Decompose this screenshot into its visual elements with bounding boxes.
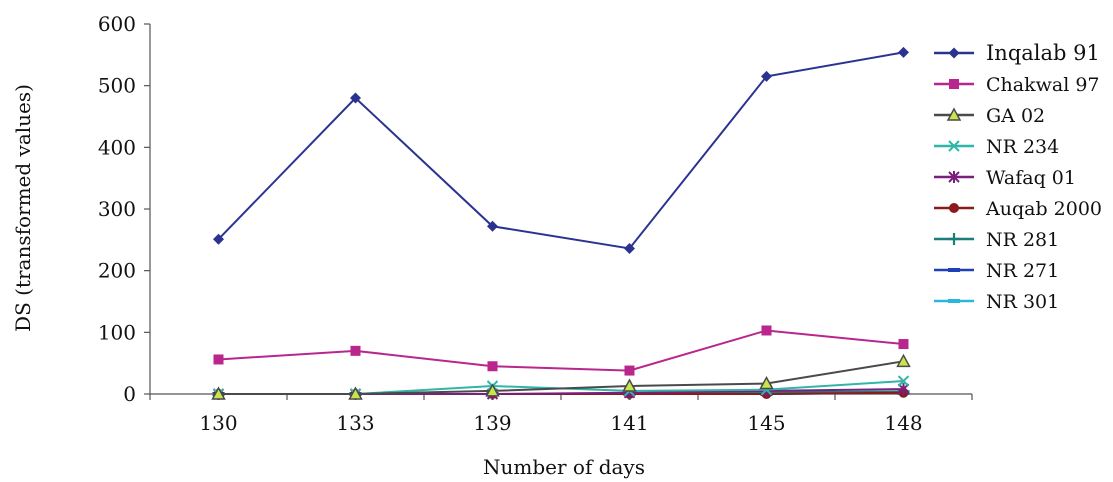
data-point (897, 375, 910, 387)
legend-item: NR 301 (934, 291, 1059, 313)
data-point (485, 383, 500, 397)
data-point (896, 353, 911, 368)
y-tick-label: 600 (98, 12, 136, 36)
series-ga-02 (211, 353, 911, 400)
legend-item: Chakwal 97 (934, 74, 1100, 96)
x-tick-label: 148 (884, 411, 922, 435)
legend-label: Wafaq 01 (986, 167, 1076, 189)
data-point (213, 233, 224, 245)
y-tick-label: 200 (98, 259, 136, 283)
data-point (624, 242, 635, 254)
legend-label: NR 271 (986, 260, 1059, 282)
legend-label: Inqalab 91 (986, 41, 1100, 65)
x-tick-label: 130 (199, 411, 237, 435)
data-point (624, 365, 635, 376)
x-axis-title: Number of days (483, 455, 645, 479)
legend-swatch-marker (948, 268, 960, 272)
series-line (218, 360, 904, 395)
series-line (217, 51, 904, 250)
legend-item: Wafaq 01 (934, 167, 1076, 189)
x-tick-label: 139 (473, 411, 511, 435)
data-point (350, 345, 361, 356)
y-tick-label: 400 (98, 135, 136, 159)
data-point (759, 375, 774, 390)
x-tick-label: 145 (747, 411, 785, 435)
y-ticks: 0 100 200 300 400 500 600 (98, 12, 150, 406)
series-layer (211, 46, 911, 400)
legend-label: NR 281 (986, 229, 1059, 251)
y-axis-title: DS (transformed values) (11, 84, 35, 332)
x-ticks: 130 133 139 141 145 148 (149, 394, 973, 435)
legend-label: NR 234 (986, 136, 1059, 158)
data-point (348, 386, 363, 400)
legend-label: Auqab 2000 (985, 198, 1102, 220)
y-tick-label: 500 (98, 74, 136, 98)
legend-swatch-marker (948, 140, 960, 152)
legend-label: NR 301 (986, 291, 1059, 313)
legend-swatch-marker (948, 47, 960, 59)
legend-swatch-marker (948, 233, 960, 245)
y-tick-label: 100 (98, 320, 136, 344)
data-point (761, 70, 772, 82)
legend-item: NR 281 (934, 229, 1059, 251)
legend-swatch-marker (949, 79, 959, 89)
legend-item: GA 02 (934, 105, 1045, 127)
y-tick-label: 0 (123, 382, 136, 406)
legend-swatch-marker (948, 171, 960, 183)
data-point (487, 361, 498, 372)
legend-label: Chakwal 97 (986, 74, 1100, 96)
data-point (211, 386, 226, 400)
data-point (622, 378, 637, 392)
series-line (218, 329, 904, 372)
x-tick-label: 133 (336, 411, 374, 435)
legend-item: Auqab 2000 (934, 198, 1102, 220)
data-point (898, 339, 909, 350)
data-point (487, 220, 498, 232)
data-point (898, 46, 909, 58)
legend-swatch-marker (948, 299, 960, 303)
legend-swatch-marker (946, 107, 962, 121)
data-point (761, 325, 772, 336)
legend-label: GA 02 (986, 105, 1045, 127)
legend-item: NR 271 (934, 260, 1059, 282)
series-inqalab-91 (213, 46, 909, 254)
legend: Inqalab 91 Chakwal 97 GA 02 NR 234 Wafaq 01 A… (934, 41, 1102, 313)
data-point (350, 92, 361, 104)
legend-item: Inqalab 91 (934, 41, 1100, 65)
x-tick-label: 141 (610, 411, 648, 435)
legend-swatch-marker (949, 203, 959, 213)
data-point (213, 354, 224, 365)
legend-item: NR 234 (934, 136, 1059, 158)
series-chakwal-97 (213, 325, 909, 376)
y-tick-label: 300 (98, 197, 136, 221)
